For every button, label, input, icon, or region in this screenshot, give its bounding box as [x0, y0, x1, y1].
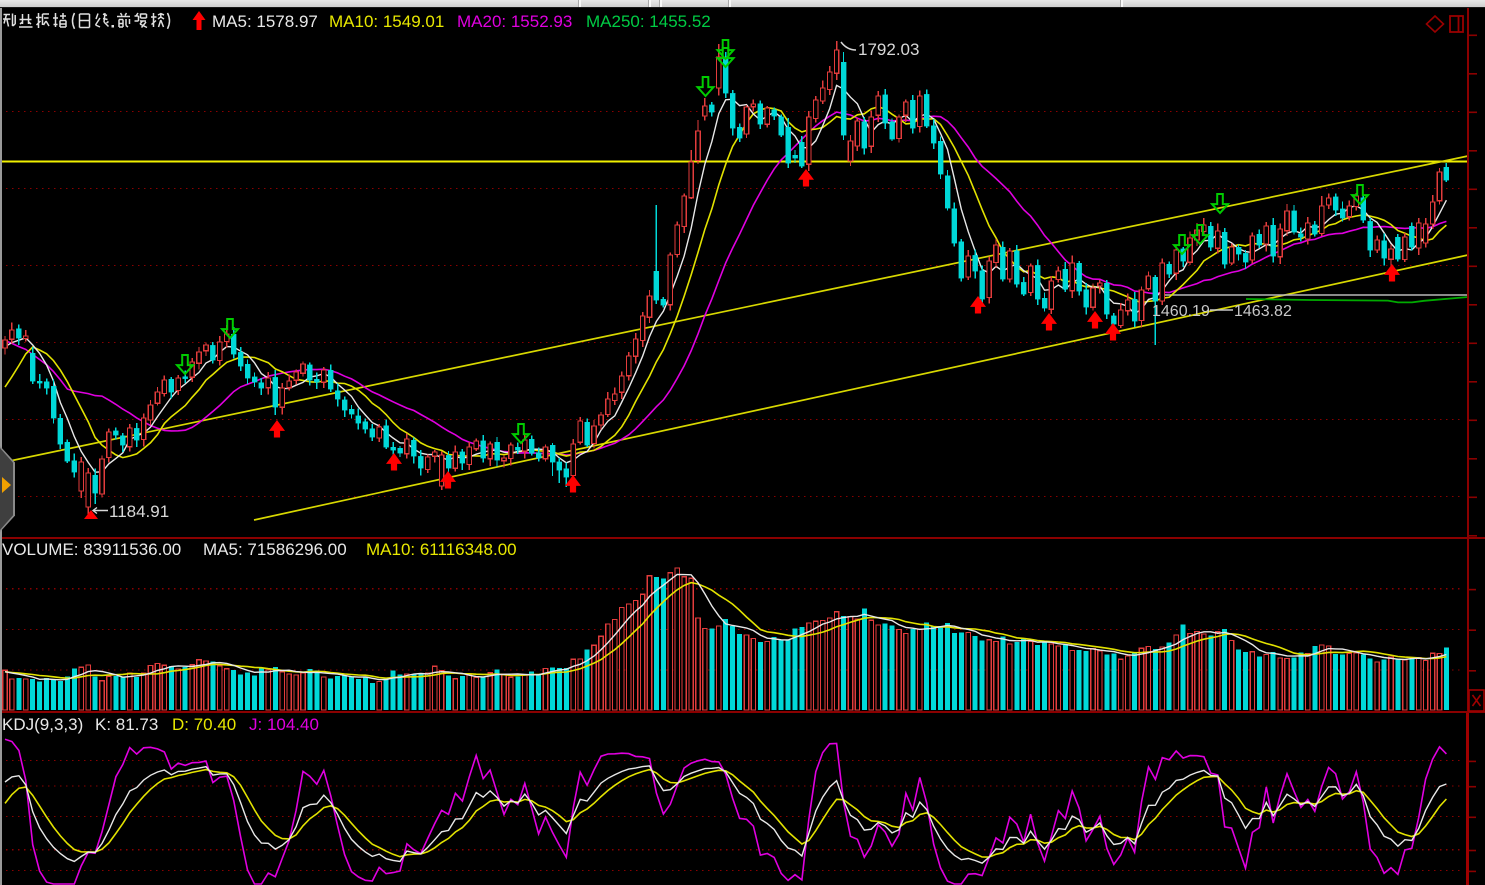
- svg-text:MA5: 1578.97: MA5: 1578.97: [212, 12, 318, 31]
- svg-text:K: 81.73: K: 81.73: [95, 715, 158, 734]
- svg-text:1460.19: 1460.19: [1152, 303, 1210, 320]
- svg-text:MA250: 1455.52: MA250: 1455.52: [586, 12, 711, 31]
- svg-text:KDJ(9,3,3): KDJ(9,3,3): [2, 715, 83, 734]
- svg-text:D: 70.40: D: 70.40: [172, 715, 236, 734]
- svg-text:MA20: 1552.93: MA20: 1552.93: [457, 12, 572, 31]
- svg-text:1463.82: 1463.82: [1234, 303, 1292, 320]
- svg-text:MA10: 1549.01: MA10: 1549.01: [329, 12, 444, 31]
- svg-text:MA5: 71586296.00: MA5: 71586296.00: [203, 540, 347, 559]
- svg-text:1792.03: 1792.03: [858, 40, 919, 59]
- svg-text:J: 104.40: J: 104.40: [249, 715, 319, 734]
- svg-text:1184.91: 1184.91: [109, 502, 169, 521]
- svg-text:MA10: 61116348.00: MA10: 61116348.00: [366, 540, 517, 559]
- svg-text:VOLUME: 83911536.00: VOLUME: 83911536.00: [2, 540, 181, 559]
